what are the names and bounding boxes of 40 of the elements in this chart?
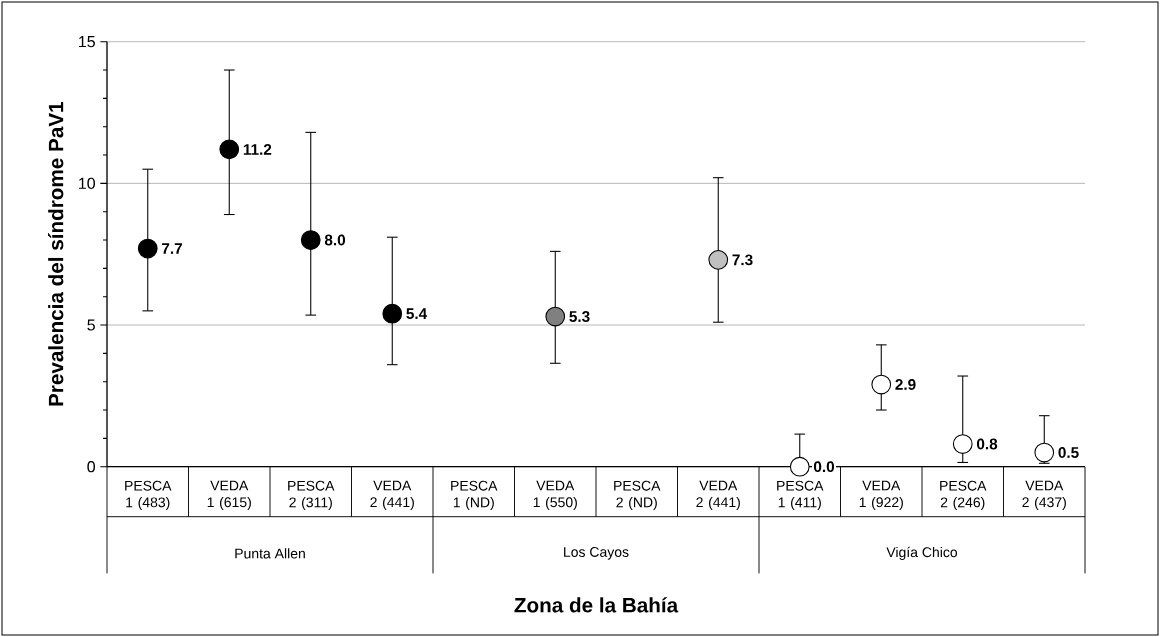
x-tick-label: VEDA 2 (441) xyxy=(696,480,740,510)
point xyxy=(545,306,566,327)
y-tick-label: 10 xyxy=(79,177,96,190)
data-label: 8.0 xyxy=(324,234,346,246)
data-label: 2.9 xyxy=(895,379,916,390)
data-label: 5.4 xyxy=(406,308,428,320)
y-tick-label: 5 xyxy=(87,319,95,331)
x-tick-label: PESCA 2 (246) xyxy=(940,480,987,511)
data-label: 7.7 xyxy=(162,243,182,254)
x-tick-label: VEDA 1 (615) xyxy=(207,480,251,510)
x-tick-label: VEDA 1 (550) xyxy=(533,480,577,510)
x-tick-label: PESCA 2 (311) xyxy=(288,480,335,511)
text: Vigía Chico xyxy=(886,546,958,560)
x-tick-label: VEDA 1 (922) xyxy=(859,480,903,510)
point xyxy=(708,249,729,270)
x-tick-label: PESCA 1 (ND) xyxy=(451,480,498,511)
point xyxy=(871,374,892,395)
point xyxy=(137,238,158,259)
data-label: 7.3 xyxy=(732,254,753,266)
y-tick-label: 0 xyxy=(87,461,96,473)
y-tick-label: 15 xyxy=(79,36,95,48)
data-label: 5.3 xyxy=(569,311,590,322)
x-tick-label: VEDA 2 (441) xyxy=(370,480,414,510)
point xyxy=(300,230,321,250)
x-tick-label: PESCA 1 (411) xyxy=(777,480,824,511)
x-tick-label: VEDA 2 (437) xyxy=(1022,480,1066,510)
point xyxy=(382,303,403,324)
x-tick-label: PESCA 2 (ND) xyxy=(614,480,661,511)
data-label: 0.5 xyxy=(1058,447,1079,458)
point xyxy=(789,456,810,477)
data-label: 0.8 xyxy=(976,438,998,450)
x-axis-title: Zona de la Bahía xyxy=(514,597,679,613)
data-label: 11.2 xyxy=(243,144,272,155)
point xyxy=(952,434,973,454)
point xyxy=(219,139,240,160)
x-tick-label: PESCA 1 (483) xyxy=(125,480,172,511)
text: Punta Allen xyxy=(235,548,305,559)
data-label: 0.0 xyxy=(813,461,835,473)
y-axis-title: Prevalencia del síndrome PaV1 xyxy=(47,102,64,406)
text: Los Cayos xyxy=(564,547,629,560)
